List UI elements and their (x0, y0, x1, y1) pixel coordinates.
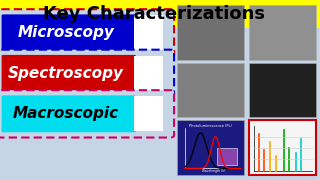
Bar (134, 96, 163, 131)
Bar (0, 0, 320, 28)
FancyBboxPatch shape (0, 90, 174, 138)
Bar (134, 15, 163, 50)
FancyBboxPatch shape (0, 50, 174, 97)
Bar (177, 120, 244, 175)
FancyBboxPatch shape (2, 55, 136, 92)
Text: Key Characterizations: Key Characterizations (43, 5, 265, 23)
Text: Wavelength (λ): Wavelength (λ) (202, 169, 225, 173)
Text: Microscopy: Microscopy (18, 25, 115, 40)
Bar (249, 5, 316, 60)
Bar (249, 120, 316, 175)
Bar (177, 5, 244, 60)
Bar (217, 148, 237, 165)
Text: Spectroscopy: Spectroscopy (8, 66, 124, 81)
Bar (249, 63, 316, 117)
Bar (177, 63, 244, 117)
FancyBboxPatch shape (2, 95, 136, 132)
Text: Macroscopic: Macroscopic (13, 106, 119, 121)
Bar (134, 56, 163, 91)
Text: Photoluminescence (PL): Photoluminescence (PL) (189, 124, 232, 128)
FancyBboxPatch shape (2, 14, 136, 51)
FancyBboxPatch shape (0, 9, 174, 57)
